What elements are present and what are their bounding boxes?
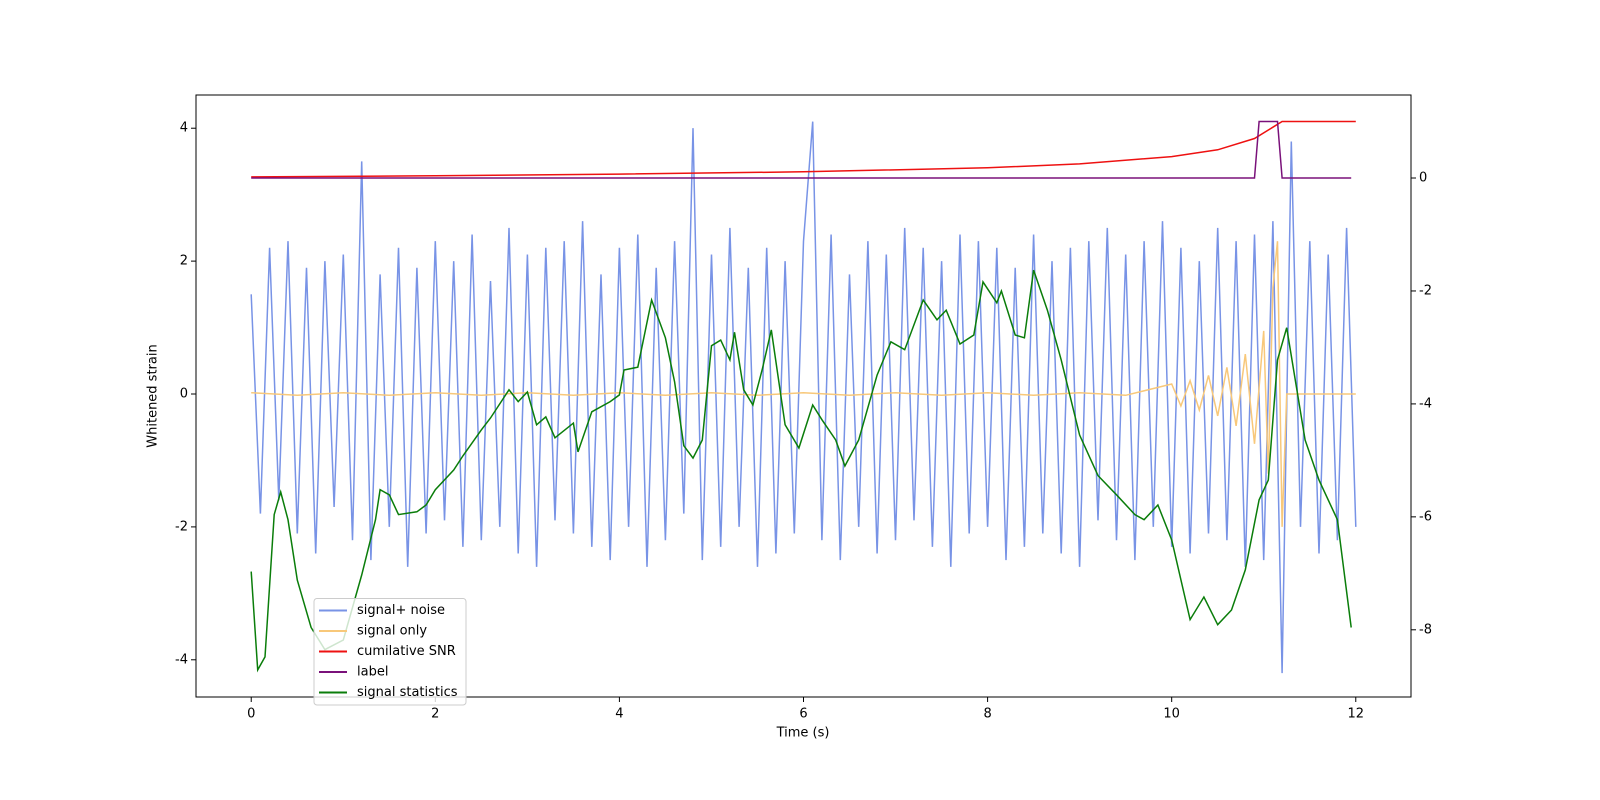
x-tick-label: 12 — [1347, 707, 1364, 722]
series-line — [250, 121, 1357, 674]
legend-label: label — [357, 665, 388, 680]
y-tick-label: 4 — [180, 121, 188, 136]
y2-tick-label: 0 — [1419, 171, 1427, 186]
series-line — [251, 120, 1356, 178]
y2-tick-label: -4 — [1419, 396, 1432, 411]
y-tick-label: 2 — [180, 254, 188, 269]
legend-box — [313, 598, 467, 706]
legend-label: signal statistics — [357, 685, 458, 700]
x-tick-label: 10 — [1163, 707, 1180, 722]
x-tick-label: 2 — [431, 707, 439, 722]
plot-frame — [195, 94, 1412, 698]
legend-label: signal only — [357, 624, 427, 639]
y-axis-label: Whitened strain — [146, 344, 161, 447]
x-tick-label: 0 — [247, 707, 255, 722]
x-tick-label: 6 — [799, 707, 807, 722]
x-tick-label: 8 — [983, 707, 991, 722]
x-tick-label: 4 — [615, 707, 623, 722]
y-tick-label: -2 — [175, 519, 188, 534]
legend-label: cumilative SNR — [357, 644, 456, 659]
x-axis-label: Time (s) — [776, 726, 830, 741]
y2-tick-label: -2 — [1419, 283, 1432, 298]
y-tick-label: -4 — [175, 652, 188, 667]
legend-label: signal+ noise — [357, 603, 445, 618]
plot-area — [250, 120, 1357, 674]
y2-tick-label: -6 — [1419, 509, 1432, 524]
y-tick-label: 0 — [180, 387, 188, 402]
series-line — [251, 120, 1352, 179]
series-line — [250, 269, 1352, 673]
y2-tick-label: -8 — [1419, 622, 1432, 637]
